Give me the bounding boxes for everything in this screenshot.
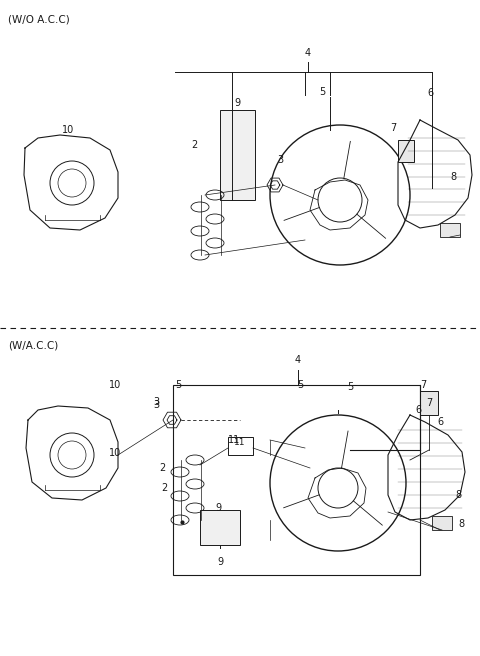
Text: 11: 11 [228,435,240,445]
Bar [173,385,420,575]
Text: 7: 7 [420,380,426,390]
Text: 2: 2 [191,140,197,150]
FancyBboxPatch shape [432,516,452,530]
Text: 8: 8 [450,172,456,182]
Text: 6: 6 [415,405,421,415]
Text: 8: 8 [455,490,461,500]
Bar [200,510,240,545]
Text: 10: 10 [109,448,121,458]
Text: 9: 9 [217,557,223,567]
Text: 8: 8 [458,519,464,529]
Text: 9: 9 [215,503,221,513]
Text: 5: 5 [297,380,303,390]
Text: 5: 5 [175,380,181,390]
Text: 10: 10 [62,125,74,135]
Text: (W/A.C.C): (W/A.C.C) [8,340,58,350]
Text: 3: 3 [277,155,283,165]
Text: (W/O A.C.C): (W/O A.C.C) [8,14,70,24]
FancyBboxPatch shape [440,223,460,237]
Text: 6: 6 [437,417,443,427]
Text: 4: 4 [305,48,311,58]
Text: 7: 7 [390,123,396,133]
Text: 2: 2 [162,483,168,493]
Text: 5: 5 [347,382,353,392]
Text: 3: 3 [153,397,159,407]
Text: 9: 9 [234,98,240,108]
Text: 4: 4 [295,355,301,365]
FancyBboxPatch shape [420,391,438,415]
Text: 2: 2 [159,463,165,473]
Text: 5: 5 [319,87,325,97]
FancyBboxPatch shape [398,140,414,162]
Bar [220,110,255,200]
Text: 11: 11 [234,438,246,447]
Text: 6: 6 [427,88,433,98]
Text: 7: 7 [426,398,432,408]
Text: 10: 10 [109,380,121,390]
Text: 3: 3 [153,400,159,410]
